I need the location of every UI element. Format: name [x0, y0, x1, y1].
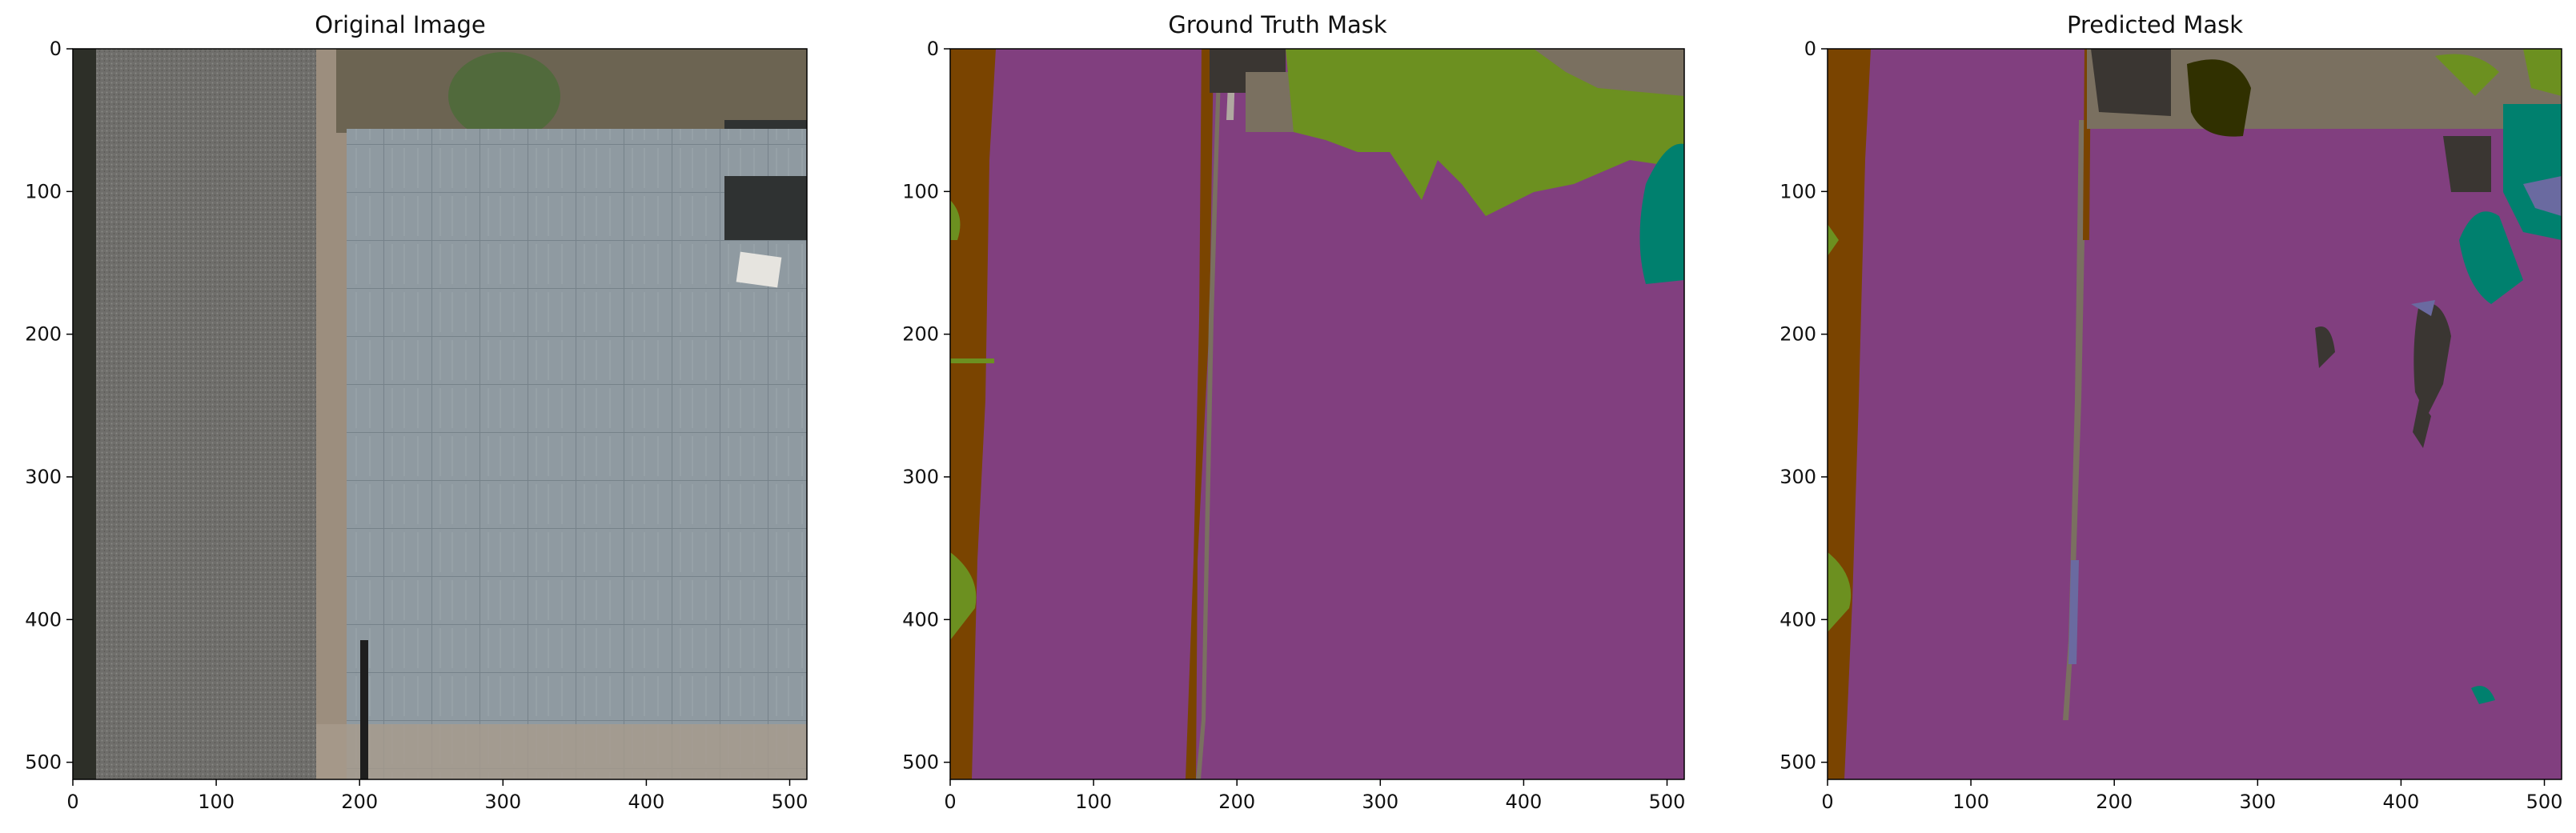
x-tick-label: 500 — [1649, 791, 1686, 813]
x-tick-label: 500 — [2526, 791, 2563, 813]
y-tick-label: 0 — [50, 38, 62, 60]
y-tick-label: 100 — [1780, 180, 1816, 202]
x-tick-label: 300 — [2239, 791, 2276, 813]
mask-content — [1828, 49, 2562, 779]
x-tick-label: 0 — [944, 791, 956, 813]
panel-title: Predicted Mask — [2066, 11, 2244, 38]
y-tick-label: 100 — [25, 180, 62, 202]
panel-title: Original Image — [315, 11, 486, 38]
x-tick-label: 400 — [1506, 791, 1543, 813]
y-tick-label: 100 — [902, 180, 939, 202]
y-tick-label: 200 — [1780, 323, 1816, 346]
x-tick-label: 500 — [772, 791, 809, 813]
panel-predicted-mask: Predicted Mask — [1755, 0, 2562, 833]
x-tick-label: 400 — [2383, 791, 2420, 813]
x-tick-label: 100 — [198, 791, 235, 813]
axes-frame — [72, 48, 808, 780]
y-tick-label: 0 — [927, 38, 939, 60]
y-tick-label: 300 — [25, 466, 62, 488]
y-tick-label: 300 — [902, 466, 939, 488]
panel-title: Ground Truth Mask — [1168, 11, 1387, 38]
y-tick-label: 400 — [902, 608, 939, 631]
x-tick-label: 300 — [1362, 791, 1398, 813]
x-tick-label: 0 — [66, 791, 78, 813]
mask-content — [950, 49, 1684, 779]
photo-content — [73, 49, 807, 779]
y-tick-label: 400 — [1780, 608, 1816, 631]
x-tick-label: 200 — [1218, 791, 1255, 813]
y-tick-label: 500 — [1780, 751, 1816, 774]
panel-original-image: Original Image — [0, 0, 808, 833]
y-tick-label: 200 — [25, 323, 62, 346]
x-tick-label: 100 — [1952, 791, 1989, 813]
x-tick-label: 0 — [1821, 791, 1833, 813]
x-tick-label: 300 — [484, 791, 521, 813]
axes-frame — [1827, 48, 2562, 780]
axes-frame — [949, 48, 1685, 780]
y-tick-label: 500 — [25, 751, 62, 774]
y-tick-label: 0 — [1804, 38, 1816, 60]
x-tick-label: 400 — [628, 791, 665, 813]
y-tick-label: 200 — [902, 323, 939, 346]
x-tick-label: 200 — [341, 791, 378, 813]
y-tick-label: 400 — [25, 608, 62, 631]
y-tick-label: 500 — [902, 751, 939, 774]
panel-ground-truth-mask: Ground Truth Mask 0 100 200 300 400 500 0 100 20 — [877, 0, 1685, 833]
x-tick-label: 200 — [2096, 791, 2133, 813]
x-tick-label: 100 — [1075, 791, 1112, 813]
y-tick-label: 300 — [1780, 466, 1816, 488]
